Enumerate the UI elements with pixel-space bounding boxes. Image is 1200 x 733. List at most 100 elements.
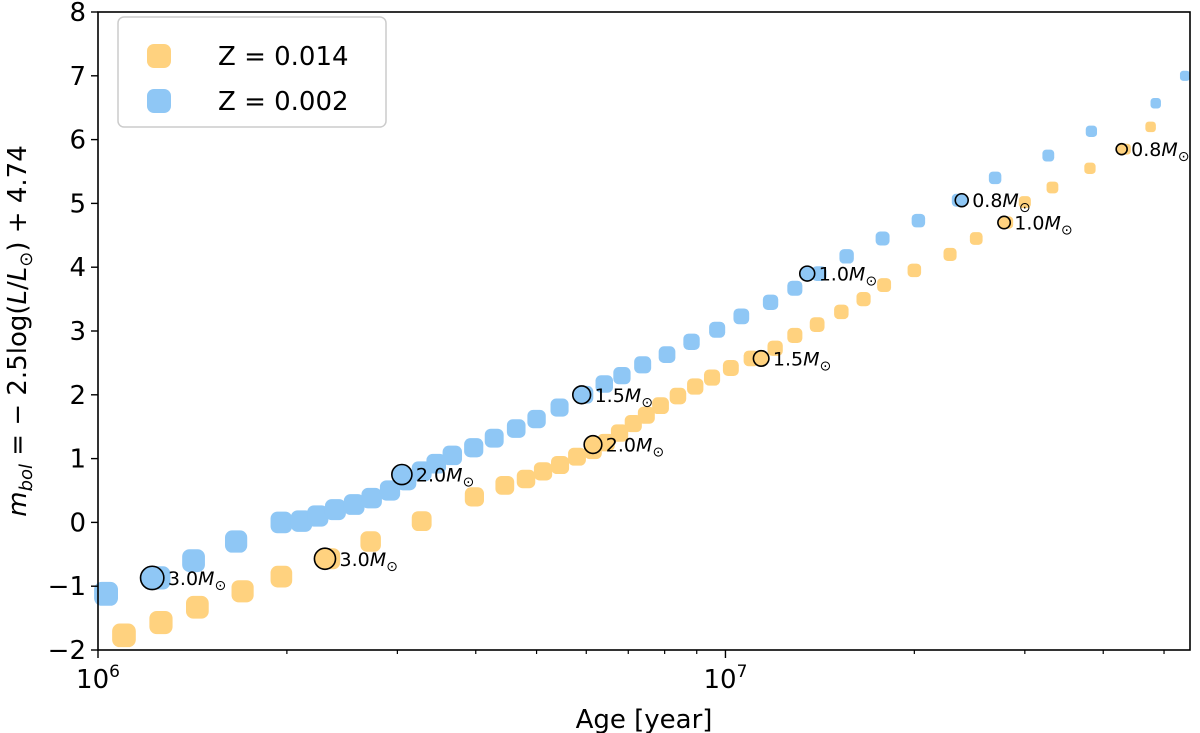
data-point: [637, 406, 655, 424]
ylabel-eq: = − 2.5log(: [3, 304, 33, 464]
data-point: [969, 232, 983, 245]
data-point: [683, 333, 700, 351]
x-tick-label: 106: [76, 662, 120, 695]
data-point: [1085, 125, 1098, 137]
data-point: [442, 445, 463, 466]
data-point: [224, 530, 248, 553]
mass-label: 0.8M⊙: [972, 190, 1030, 216]
data-point: [426, 453, 447, 474]
data-point: [624, 414, 642, 433]
ylabel-l-sun: L: [3, 267, 33, 282]
legend-label-z0014: Z = 0.014: [218, 42, 349, 72]
legend-marker-z0002: [147, 89, 171, 113]
data-point: [270, 565, 293, 588]
mass-label: 1.0M⊙: [1014, 213, 1072, 239]
data-point: [464, 438, 484, 458]
data-point: [703, 369, 721, 386]
data-point: [709, 321, 726, 338]
y-tick-label: 3: [69, 317, 86, 347]
y-axis-ticks: −2 −1 0 1 2 3 4 5 6 7 8: [48, 0, 98, 666]
series-z0002: [94, 70, 1191, 606]
data-point: [875, 231, 890, 246]
highlighted-point: [313, 547, 337, 571]
data-point: [762, 294, 779, 310]
plot-points: [94, 70, 1191, 648]
mass-label: 1.5M⊙: [773, 348, 831, 374]
data-point: [595, 375, 614, 393]
ylabel-l: L: [3, 290, 33, 305]
data-point: [343, 494, 365, 515]
data-point: [911, 213, 926, 228]
data-point: [1150, 98, 1161, 109]
y-tick-label: −2: [48, 636, 86, 666]
legend: Z = 0.014 Z = 0.002: [117, 16, 387, 128]
data-point: [767, 340, 783, 356]
data-point: [634, 356, 652, 374]
y-tick-label: 4: [69, 253, 86, 283]
ylabel-symbol: m: [3, 491, 33, 516]
data-point: [94, 581, 119, 606]
y-tick-label: 2: [69, 381, 86, 411]
y-tick-label: 7: [69, 62, 86, 92]
highlighted-point: [583, 434, 603, 455]
x-tick-label: 107: [703, 662, 747, 695]
data-point: [149, 610, 173, 635]
data-point: [839, 249, 854, 264]
data-point: [1046, 181, 1059, 194]
data-point: [877, 278, 892, 293]
data-point: [988, 171, 1002, 185]
mass-label: 3.0M⊙: [340, 549, 398, 575]
ylabel-subscript: bol: [16, 464, 37, 491]
legend-box: [117, 16, 387, 128]
data-point: [551, 455, 570, 475]
data-point: [495, 476, 515, 495]
data-point: [361, 487, 382, 509]
data-point: [1084, 162, 1096, 174]
data-point: [186, 595, 209, 619]
y-tick-label: 1: [69, 445, 86, 475]
highlighted-point: [139, 565, 165, 591]
data-point: [324, 499, 346, 521]
data-point: [270, 511, 293, 534]
data-point: [809, 317, 825, 333]
plot-frame: [97, 11, 1191, 651]
highlighted-point: [752, 349, 770, 367]
data-point: [379, 480, 401, 501]
data-point: [834, 304, 849, 320]
data-point: [733, 308, 750, 325]
data-point: [182, 549, 205, 573]
data-point: [112, 623, 136, 648]
y-axis-label: mbol = − 2.5log(L/L⊙) + 4.74: [3, 145, 37, 517]
data-point: [907, 263, 922, 278]
y-tick-label: 6: [69, 126, 86, 156]
data-point: [506, 419, 526, 438]
data-point: [464, 487, 484, 507]
mass-label: 2.0M⊙: [606, 435, 664, 461]
data-point: [722, 360, 739, 376]
data-point: [484, 428, 504, 448]
data-point: [787, 327, 803, 343]
data-point: [568, 447, 586, 466]
data-point: [1179, 70, 1191, 81]
data-point: [360, 531, 381, 552]
data-point: [307, 505, 329, 527]
mass-label: 2.0M⊙: [416, 465, 474, 491]
data-point: [1042, 149, 1055, 162]
data-point: [1018, 196, 1031, 209]
highlighted-point: [954, 192, 970, 208]
data-point: [231, 580, 254, 603]
legend-item-z0002: Z = 0.002: [147, 87, 349, 117]
data-point: [527, 409, 546, 429]
data-point: [411, 511, 432, 532]
x-axis-label: Age [year]: [576, 705, 713, 733]
data-point: [669, 387, 687, 405]
data-point: [787, 280, 803, 296]
data-point: [516, 469, 536, 489]
mass-label: 1.0M⊙: [819, 264, 877, 290]
legend-item-z0014: Z = 0.014: [147, 42, 349, 72]
legend-label-z0002: Z = 0.002: [218, 87, 349, 117]
highlighted-point: [571, 385, 592, 405]
data-point: [658, 346, 676, 363]
highlighted-point: [1115, 142, 1128, 156]
